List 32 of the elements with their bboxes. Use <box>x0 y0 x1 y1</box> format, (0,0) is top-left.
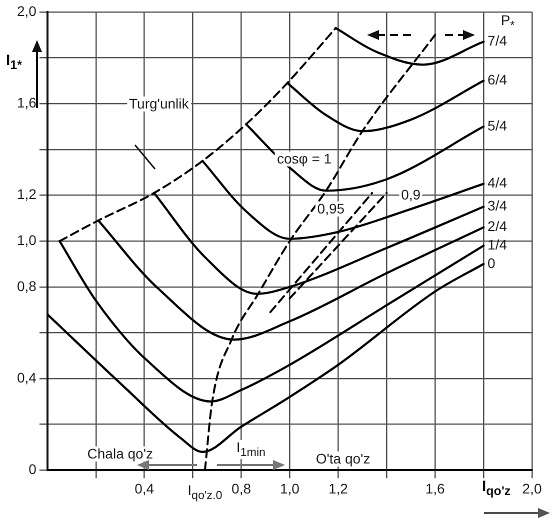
x-tick-label: 0,4 <box>134 480 154 496</box>
series-label: 7/4 <box>488 32 508 49</box>
y-tick-label: 1,0 <box>16 232 37 248</box>
annotation: O'ta qo'z <box>314 450 372 466</box>
x-tick-label: 0,8 <box>232 480 252 496</box>
annotation: P$_{*}$ <box>498 12 517 34</box>
y-tick-label: 0,4 <box>16 369 37 386</box>
series-label: 5/4 <box>488 117 508 134</box>
series-label: 2/4 <box>488 218 508 234</box>
annotation: 0,95 <box>315 200 347 217</box>
series-label: 0 <box>488 254 496 271</box>
x-tick-label: 1,2 <box>328 480 348 496</box>
series-label: 6/4 <box>488 72 508 88</box>
series-label: 3/4 <box>488 198 508 214</box>
y-tick-label: 1,2 <box>16 186 37 202</box>
x-tick-label: 1,6 <box>425 480 446 496</box>
y-axis-title: I$_{1*}$ <box>6 52 22 72</box>
text: I$_{qo'z.0}$ <box>186 482 224 504</box>
x-tick-label: 1,0 <box>280 480 300 496</box>
y-tick-label: 0,8 <box>16 278 37 294</box>
series-label: 4/4 <box>488 174 508 191</box>
series-label: 1/4 <box>488 236 508 253</box>
annotation: 0,9 <box>399 186 423 203</box>
x-tick-label: 2,0 <box>522 480 542 496</box>
y-tick-label: 0 <box>28 461 37 478</box>
x-axis-title: I$_{qo'z}$ <box>482 478 511 498</box>
y-tick-label: 1,6 <box>16 94 37 110</box>
annotation: cosφ = 1 <box>274 150 334 166</box>
annotation: Chala qo'z <box>85 446 155 462</box>
annotation: Turg'unlik <box>127 95 191 112</box>
annotation: I$_{1min}$ <box>234 438 268 460</box>
y-tick-label: 2,0 <box>16 2 37 19</box>
